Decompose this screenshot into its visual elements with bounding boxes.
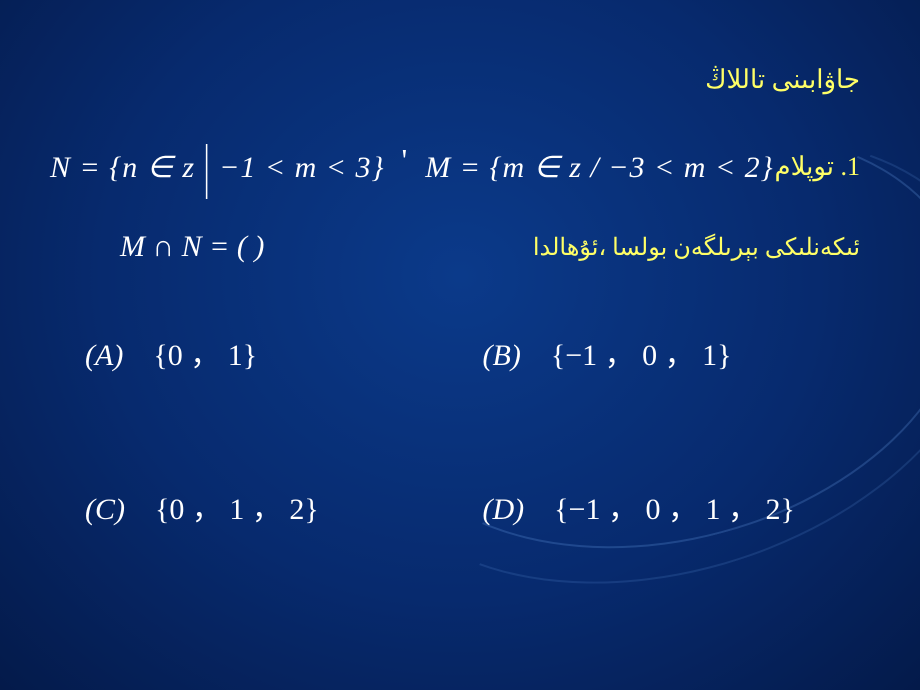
condition-text: ئىكەنلىكى بېرىلگەن بولسا ،ئۇھالدا — [533, 233, 860, 262]
options-grid: (A) {0 ， 1} (B) {−1 ， 0 ， 1} (C) {0 ， 1 … — [85, 330, 840, 528]
expression-line: M ∩ N = ( ) ئىكەنلىكى بېرىلگەن بولسا ،ئۇ… — [120, 230, 860, 264]
option-d[interactable]: (D) {−1 ， 0 ， 1 ， 2} — [483, 484, 841, 528]
option-c-set: {0 ， 1 ， 2} — [155, 493, 319, 526]
n-def-cond: −1 < m < 3} — [211, 151, 385, 184]
intersection-expression: M ∩ N = ( ) — [120, 230, 264, 264]
option-c[interactable]: (C) {0 ， 1 ， 2} — [85, 484, 443, 528]
set-definitions: N = {n ∈ z | −1 < m < 3} ' M = {m ∈ z / … — [50, 148, 774, 185]
question-number: 1. توپلام — [774, 152, 860, 182]
page-header: جاۋابىنى تاللاڭ — [705, 65, 860, 95]
option-b-set: {−1 ， 0 ， 1} — [551, 339, 732, 372]
separator-quote: ' — [401, 142, 408, 178]
n-def-left: N = {n ∈ z — [50, 151, 204, 184]
option-d-label: (D) — [483, 493, 525, 526]
option-b[interactable]: (B) {−1 ， 0 ， 1} — [483, 330, 841, 374]
divider-bar: | — [204, 134, 211, 202]
definition-line: N = {n ∈ z | −1 < m < 3} ' M = {m ∈ z / … — [50, 148, 860, 185]
option-a-set: {0 ， 1} — [153, 339, 257, 372]
option-b-label: (B) — [483, 339, 521, 372]
option-a-label: (A) — [85, 339, 123, 372]
m-def: M = {m ∈ z / −3 < m < 2} — [425, 151, 773, 184]
option-d-set: {−1 ， 0 ， 1 ， 2} — [554, 493, 795, 526]
option-c-label: (C) — [85, 493, 125, 526]
option-a[interactable]: (A) {0 ， 1} — [85, 330, 443, 374]
